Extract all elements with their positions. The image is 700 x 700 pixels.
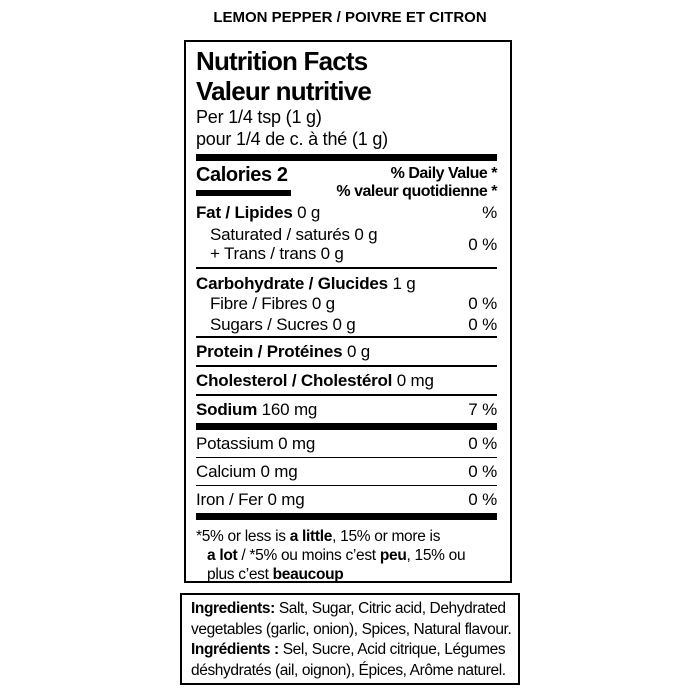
row-saturated-trans-dv: 0 % xyxy=(468,234,497,254)
row-cholesterol-label: Cholesterol / Cholestérol 0 mg xyxy=(196,371,434,390)
row-carbohydrate-label: Carbohydrate / Glucides 1 g xyxy=(196,274,416,293)
daily-value-header-fr: % valeur quotidienne * xyxy=(336,183,497,200)
row-fibre-dv: 0 % xyxy=(468,294,497,313)
nutrition-facts-panel: Nutrition Facts Valeur nutritive Per 1/4… xyxy=(184,40,512,583)
row-protein-label: Protein / Protéines 0 g xyxy=(196,342,370,361)
row-sugars-label: Sugars / Sucres 0 g xyxy=(210,315,356,334)
row-calcium: Calcium 0 mg 0 % xyxy=(196,457,497,485)
row-sodium-label: Sodium 160 mg xyxy=(196,400,318,419)
row-fat-dv: % xyxy=(482,203,497,222)
footnote-line-3: plus c’est beaucoup xyxy=(207,566,344,583)
row-potassium-label: Potassium 0 mg xyxy=(196,434,316,453)
separator-thick-sodium xyxy=(196,423,497,430)
row-cholesterol: Cholesterol / Cholestérol 0 mg xyxy=(196,365,497,394)
ingredients-line-2: vegetables (garlic, onion), Spices, Natu… xyxy=(191,620,512,638)
ingredients-line-3: Ingrédients : Sel, Sucre, Acid citrique,… xyxy=(191,641,506,658)
separator-thick-bottom xyxy=(196,513,497,520)
calories-underline-bar xyxy=(196,190,291,196)
row-sodium: Sodium 160 mg 7 % xyxy=(196,394,497,423)
row-fat: Fat / Lipides 0 g % xyxy=(196,197,497,225)
calories-block: Calories 2 xyxy=(196,165,291,197)
footnote-line-2: a lot / *5% ou moins c’est peu, 15% ou xyxy=(207,547,466,564)
row-potassium-dv: 0 % xyxy=(468,434,497,453)
row-sugars-dv: 0 % xyxy=(468,315,497,334)
daily-value-footnote: *5% or less is a little, 15% or more is … xyxy=(196,520,497,584)
daily-value-header: % Daily Value * % valeur quotidienne * xyxy=(336,165,498,200)
row-protein: Protein / Protéines 0 g xyxy=(196,336,497,365)
calories-text: Calories 2 xyxy=(196,165,291,186)
row-iron-label: Iron / Fer 0 mg xyxy=(196,490,305,509)
row-fibre-label: Fibre / Fibres 0 g xyxy=(210,294,335,313)
row-fibre: Fibre / Fibres 0 g 0 % xyxy=(196,294,497,315)
calories-label: Calories xyxy=(196,164,272,186)
saturated-line: Saturated / saturés 0 g xyxy=(210,225,378,244)
row-sugars: Sugars / Sucres 0 g 0 % xyxy=(196,315,497,336)
ingredients-line-4: déshydratés (ail, oignon), Épices, Arôme… xyxy=(191,661,506,679)
panel-title-en: Nutrition Facts xyxy=(196,46,368,76)
daily-value-header-en: % Daily Value * xyxy=(390,165,498,182)
row-saturated-trans-labels: Saturated / saturés 0 g + Trans / trans … xyxy=(196,225,378,263)
trans-line: + Trans / trans 0 g xyxy=(210,244,344,263)
calories-section: Calories 2 % Daily Value * % valeur quot… xyxy=(196,161,498,200)
separator-thick-top xyxy=(196,154,497,161)
panel-title-fr: Valeur nutritive xyxy=(196,76,372,106)
row-fat-label: Fat / Lipides 0 g xyxy=(196,203,321,222)
row-carbohydrate: Carbohydrate / Glucides 1 g xyxy=(196,267,497,294)
row-calcium-dv: 0 % xyxy=(468,462,497,481)
ingredients-box: Ingredients: Salt, Sugar, Citric acid, D… xyxy=(180,593,520,685)
footnote-line-1: *5% or less is a little, 15% or more is xyxy=(196,528,441,545)
row-iron-dv: 0 % xyxy=(468,490,497,509)
row-potassium: Potassium 0 mg 0 % xyxy=(196,430,497,457)
calories-value: 2 xyxy=(276,164,288,186)
row-iron: Iron / Fer 0 mg 0 % xyxy=(196,485,497,513)
row-sodium-dv: 7 % xyxy=(468,400,497,419)
serving-size-fr: pour 1/4 de c. à thé (1 g) xyxy=(196,129,388,149)
row-calcium-label: Calcium 0 mg xyxy=(196,462,298,481)
product-title: LEMON PEPPER / POIVRE ET CITRON xyxy=(213,9,487,26)
ingredients-line-1: Ingredients: Salt, Sugar, Citric acid, D… xyxy=(191,600,506,617)
row-saturated-trans: Saturated / saturés 0 g + Trans / trans … xyxy=(196,225,497,267)
serving-size-en: Per 1/4 tsp (1 g) xyxy=(196,107,322,127)
